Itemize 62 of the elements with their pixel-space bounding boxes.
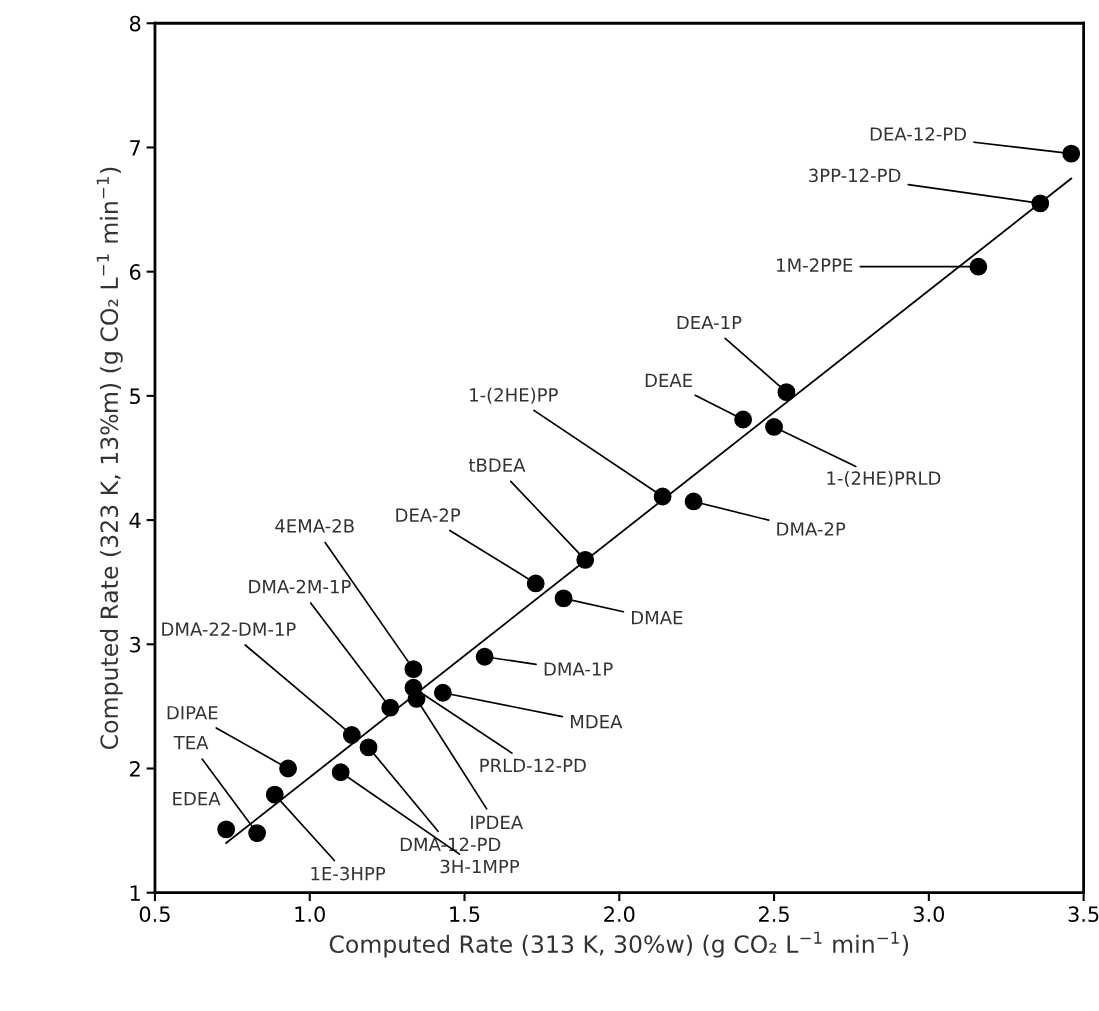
point — [433, 683, 452, 702]
annotation: tBDEA — [468, 458, 526, 472]
point — [331, 763, 350, 782]
y-axis-title: Computed Rate (323 K, 13%m) (g CO₂ L$^{−1}$ min$^{−1}$) — [96, 167, 123, 750]
y-tick-label: 6 — [129, 264, 141, 280]
x-tick-label: 0.5 — [139, 906, 170, 923]
point — [217, 820, 236, 839]
point — [279, 759, 297, 778]
annotation: DMA-22-DM-1P — [162, 622, 296, 636]
annotation: TEA — [173, 736, 209, 750]
point — [684, 492, 703, 511]
annotation: IPDEA — [471, 815, 524, 829]
point — [526, 574, 545, 593]
x-tick-label: 1.0 — [295, 906, 325, 923]
annotation: MDEA — [571, 715, 623, 729]
y-tick-label: 3 — [130, 636, 141, 653]
annotation: 4EMA-2B — [275, 519, 354, 533]
point — [765, 418, 783, 436]
y-tick-label: 5 — [130, 388, 140, 405]
annotation: 1-(2HE)PP — [470, 387, 558, 404]
point — [777, 383, 796, 402]
x-tick-label: 2.0 — [604, 906, 635, 923]
point — [969, 257, 988, 276]
point — [342, 726, 361, 744]
annotation: 1E-3HPP — [311, 866, 386, 881]
point — [248, 824, 267, 843]
annotation: DEA-2P — [396, 508, 461, 522]
annotation: 3PP-12-PD — [809, 168, 901, 183]
x-tick-label: 1.5 — [450, 906, 480, 923]
point — [404, 660, 423, 679]
x-tick-label: 3.5 — [1068, 906, 1099, 923]
annotation: DMA-1P — [544, 662, 613, 676]
x-tick-label: 3.0 — [913, 906, 945, 923]
annotation: DMA-2M-1P — [249, 579, 351, 594]
point — [381, 698, 400, 717]
annotation: DIPAE — [167, 706, 218, 720]
annotation: DEA-12-PD — [870, 127, 966, 141]
annotation: DEA-1P — [677, 315, 742, 330]
y-tick-label: 7 — [130, 140, 140, 156]
y-tick-label: 2 — [130, 760, 140, 777]
annotation: 3H-1MPP — [440, 859, 520, 874]
point — [1062, 144, 1081, 163]
point — [554, 589, 573, 608]
annotation: 1M-2PPE — [777, 258, 853, 272]
point — [734, 410, 753, 429]
y-tick-label: 1 — [130, 885, 140, 901]
point — [359, 738, 378, 757]
point — [653, 487, 672, 506]
annotation: EDEA — [173, 792, 221, 806]
x-axis-title: Computed Rate (313 K, 30%w) (g CO₂ L$^{−1}$ min$^{−1}$) — [329, 931, 909, 958]
point — [475, 647, 494, 666]
point — [1031, 194, 1050, 213]
annotation: PRLD-12-PD — [480, 758, 586, 772]
annotation: DEAE — [645, 373, 692, 387]
annotation: DMA-2P — [777, 522, 846, 536]
point — [576, 550, 595, 569]
y-tick-label: 4 — [129, 512, 141, 528]
y-tick-label: 8 — [129, 15, 141, 32]
annotation: 1-(2HE)PRLD — [827, 470, 941, 488]
annotation: DMAE — [632, 610, 683, 625]
point — [265, 785, 284, 804]
x-tick-label: 2.5 — [759, 906, 789, 923]
